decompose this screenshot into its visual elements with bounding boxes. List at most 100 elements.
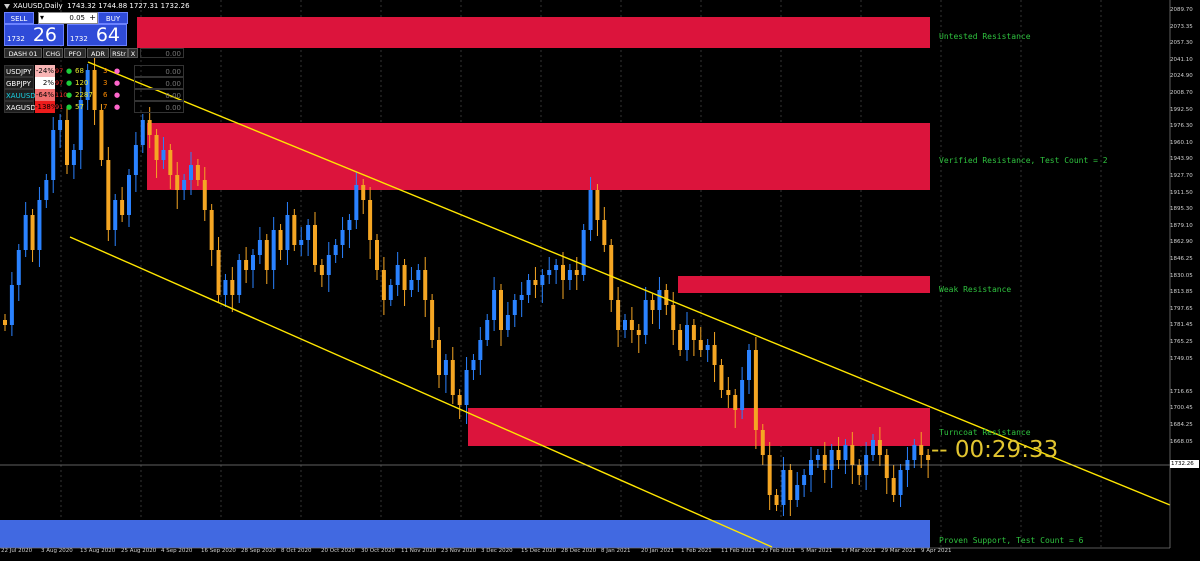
candle-body — [836, 450, 841, 460]
dash-chg: -138% — [35, 101, 58, 113]
candle-body — [347, 220, 352, 230]
candle-body — [416, 270, 421, 280]
candle-body — [319, 265, 324, 275]
collapse-icon[interactable] — [4, 3, 10, 9]
candle-body — [815, 455, 820, 460]
candle-body — [926, 455, 931, 460]
candle-body — [51, 130, 56, 180]
dash-rstr: 3 — [103, 67, 108, 75]
candle-body — [99, 110, 104, 160]
candle-body — [561, 265, 565, 280]
buy-price[interactable]: 1732 64 — [67, 24, 127, 46]
candle-body — [189, 165, 193, 180]
price-tick-label: 2008.70 — [1170, 90, 1193, 96]
dash-header-rstr[interactable]: RStr — [110, 48, 128, 58]
price-tick-label: 2041.10 — [1170, 56, 1193, 63]
candle-body — [788, 470, 793, 500]
buy-button[interactable]: BUY — [98, 12, 128, 24]
candle-body — [898, 470, 903, 495]
candle-body — [333, 245, 338, 255]
upper-trendline — [87, 61, 1171, 506]
candle-body — [767, 455, 772, 495]
dash-row-xauusd[interactable]: XAUUSD -64% 110 ● 2287 6 ● 0.00 — [4, 89, 184, 101]
candle-body — [388, 285, 393, 300]
candle-body — [492, 290, 497, 320]
weak-resistance-label: Weak Resistance — [939, 285, 1012, 294]
dash-row-usdjpy[interactable]: USDJPY -24% 97 ● 68 3 ● 0.00 — [4, 65, 184, 77]
candle-body — [685, 325, 689, 350]
candle-body — [437, 340, 441, 375]
candle-body — [733, 395, 738, 410]
sell-button[interactable]: SELL — [4, 12, 34, 24]
candle-body — [175, 175, 180, 190]
dash-header-adr[interactable]: ADR — [87, 48, 109, 58]
weak-resistance-zone — [678, 276, 930, 293]
candle-body — [127, 175, 131, 215]
candle-body — [857, 465, 862, 475]
verified-resistance-zone — [147, 123, 930, 190]
candle-body — [168, 150, 173, 175]
dash-chg: 2% — [35, 77, 55, 89]
dash-header-chg[interactable]: CHG — [43, 48, 63, 58]
candle-body — [609, 245, 614, 300]
untested-resistance-label: Untested Resistance — [939, 32, 1031, 41]
candle-body — [822, 455, 827, 470]
candle-body — [884, 455, 889, 478]
candle-body — [877, 440, 882, 455]
price-tick-label: 2057.30 — [1170, 40, 1193, 47]
date-tick-label: 25 Aug 2020 — [121, 548, 157, 554]
candle-body — [37, 200, 42, 250]
price-tick-label: 1765.25 — [1170, 339, 1193, 345]
date-tick-label: 16 Sep 2020 — [201, 548, 236, 554]
sell-price-prefix: 1732 — [7, 35, 25, 43]
candle-body — [891, 478, 896, 495]
dash-row-gbpjpy[interactable]: GBPJPY 2% 97 ● 120 3 ● 0.00 — [4, 77, 184, 89]
lot-size-value: 0.05 — [69, 14, 85, 22]
candle-body — [147, 120, 152, 135]
lot-decrease-icon[interactable]: ▾ — [40, 13, 45, 22]
dash-rstr: 7 — [103, 103, 108, 111]
dash-adr: 68 — [75, 67, 84, 75]
candle-body — [802, 475, 807, 485]
candle-body — [850, 445, 855, 465]
status-dot-icon: ● — [66, 79, 73, 87]
dash-chg: -64% — [35, 89, 55, 101]
candle-body — [182, 180, 187, 190]
dash-title[interactable]: DASH 01 — [4, 48, 42, 58]
dash-value: 0.00 — [134, 89, 184, 101]
candle-body — [251, 255, 255, 270]
candle-body — [554, 265, 559, 270]
candle-body — [636, 330, 641, 335]
candle-body — [623, 320, 627, 330]
candle-body — [705, 345, 710, 350]
candle-body — [774, 495, 779, 505]
candle-body — [23, 215, 28, 250]
candle-body — [747, 350, 751, 380]
dash-close-button[interactable]: X — [128, 48, 138, 58]
sell-price[interactable]: 1732 26 — [4, 24, 64, 46]
chart-grid — [60, 0, 1102, 548]
date-tick-label: 15 Dec 2020 — [521, 548, 557, 554]
dash-row-xagusd[interactable]: XAGUSD -138% 91 ● 57 7 ● 0.00 — [4, 101, 184, 113]
lower-trendline — [69, 236, 773, 548]
date-tick-label: 30 Oct 2020 — [361, 548, 396, 554]
price-tick-label: 2073.35 — [1170, 23, 1193, 30]
dash-adr: 57 — [75, 103, 84, 111]
dash-header-pfo[interactable]: PFO — [64, 48, 86, 58]
dash-value: 0.00 — [134, 77, 184, 89]
candle-body — [395, 265, 400, 285]
candle-body — [133, 145, 138, 175]
candle-body — [678, 330, 683, 350]
candle-body — [209, 210, 214, 250]
date-tick-label: 28 Dec 2020 — [561, 548, 597, 554]
turncoat-resistance-zone — [468, 408, 930, 446]
lot-size-field[interactable]: ▾ 0.05 + — [38, 12, 98, 24]
lot-increase-icon[interactable]: + — [89, 13, 96, 22]
candle-body — [140, 120, 145, 145]
candle-body — [671, 305, 676, 330]
candle-body — [44, 180, 49, 200]
candle-body — [471, 360, 476, 370]
dash-pfo: 91 — [55, 103, 64, 111]
candle-body — [540, 275, 545, 285]
